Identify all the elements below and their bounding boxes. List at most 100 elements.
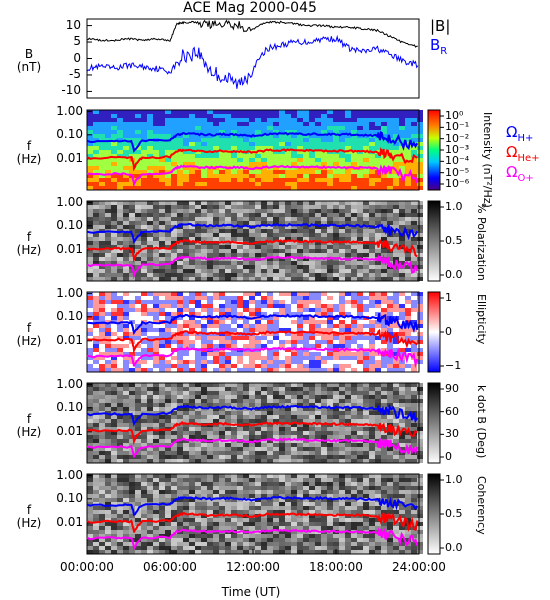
spectrogram-cell — [285, 435, 291, 439]
spectrogram-cell — [231, 110, 237, 114]
spectrogram-cell — [291, 237, 297, 241]
spectrogram-cell — [141, 447, 147, 451]
spectrogram-cell — [279, 419, 285, 423]
spectrogram-cell — [291, 201, 297, 205]
spectrogram-cell — [357, 368, 363, 372]
spectrogram-cell — [147, 538, 153, 542]
spectrogram-cell — [237, 320, 243, 324]
spectrogram-cell — [237, 118, 243, 122]
spectrogram-cell — [123, 368, 129, 372]
spectrogram-cell — [285, 217, 291, 221]
spectrogram-cell — [213, 142, 219, 146]
spectrogram-cell — [87, 300, 93, 304]
spectrogram-cell — [279, 455, 285, 459]
spectrogram-cell — [141, 510, 147, 514]
spectrogram-cell — [381, 122, 387, 126]
spectrogram-cell — [375, 328, 381, 332]
spectrogram-cell — [111, 403, 117, 407]
spectrogram-cell — [105, 447, 111, 451]
spectrogram-cell — [237, 352, 243, 356]
spectrogram-cell — [351, 364, 357, 368]
spectrogram-cell — [411, 383, 417, 387]
spectrogram-cell — [393, 320, 399, 324]
spectrogram-cell — [363, 292, 369, 296]
spectrogram-cell — [321, 205, 327, 209]
spectrogram-cell — [267, 122, 273, 126]
spectrogram-cell — [255, 146, 261, 150]
spectrogram-cell — [411, 209, 417, 213]
spectrogram-cell — [279, 217, 285, 221]
spectrogram-cell — [165, 328, 171, 332]
spectrogram-cell — [201, 110, 207, 114]
spectrogram-cell — [411, 332, 417, 336]
spectrogram-cell — [201, 364, 207, 368]
spectrogram-cell — [165, 360, 171, 364]
spectrogram-cell — [297, 336, 303, 340]
spectrogram-cell — [189, 443, 195, 447]
spectrogram-cell — [387, 201, 393, 205]
spectrogram-cell — [249, 387, 255, 391]
spectrogram-cell — [369, 138, 375, 142]
spectrogram-cell — [411, 114, 417, 118]
spectrogram-cell — [315, 186, 321, 190]
spectrogram-cell — [357, 356, 363, 360]
spectrogram-cell — [345, 364, 351, 368]
spectrogram-cell — [339, 411, 345, 415]
spectrogram-cell — [387, 411, 393, 415]
spectrogram-cell — [195, 490, 201, 494]
spectrogram-cell — [273, 130, 279, 134]
spectrogram-cell — [141, 213, 147, 217]
spectrogram-cell — [99, 506, 105, 510]
spectrogram-cell — [309, 368, 315, 372]
spectrogram-cell — [195, 395, 201, 399]
spectrogram-cell — [369, 114, 375, 118]
spectrogram-cell — [303, 233, 309, 237]
spectrogram-cell — [159, 237, 165, 241]
spectrogram-cell — [153, 249, 159, 253]
spectrogram-cell — [393, 391, 399, 395]
spectrogram-cell — [237, 427, 243, 431]
spectrogram-cell — [213, 328, 219, 332]
spectrogram-cell — [321, 221, 327, 225]
spectrogram-cell — [237, 431, 243, 435]
spectrogram-cell — [303, 150, 309, 154]
spectrogram-cell — [381, 415, 387, 419]
spectrogram-cell — [333, 265, 339, 269]
spectrogram-cell — [99, 118, 105, 122]
spectrogram-cell — [315, 395, 321, 399]
spectrogram-cell — [231, 431, 237, 435]
spectrogram-cell — [129, 435, 135, 439]
spectrogram-cell — [129, 399, 135, 403]
spectrogram-cell — [207, 237, 213, 241]
spectrogram-cell — [231, 277, 237, 281]
spectrogram-cell — [231, 265, 237, 269]
spectrogram-cell — [405, 391, 411, 395]
spectrogram-cell — [327, 300, 333, 304]
spectrogram-cell — [255, 383, 261, 387]
spectrogram-cell — [123, 550, 129, 554]
spectrogram-cell — [333, 364, 339, 368]
spectrogram-cell — [201, 530, 207, 534]
spectrogram-cell — [351, 186, 357, 190]
spectrogram-cell — [165, 451, 171, 455]
spectrogram-cell — [117, 118, 123, 122]
spectrogram-cell — [111, 407, 117, 411]
spectrogram-cell — [237, 360, 243, 364]
spectrogram-cell — [279, 348, 285, 352]
spectrogram-cell — [375, 336, 381, 340]
spectrogram-cell — [129, 407, 135, 411]
spectrogram-cell — [417, 273, 423, 277]
spectrogram-cell — [213, 130, 219, 134]
spectrogram-cell — [231, 162, 237, 166]
spectrogram-cell — [171, 494, 177, 498]
spectrogram-cell — [129, 387, 135, 391]
spectrogram-cell — [333, 360, 339, 364]
spectrogram-cell — [129, 130, 135, 134]
spectrogram-cell — [87, 522, 93, 526]
spectrogram-cell — [129, 134, 135, 138]
spectrogram-cell — [327, 395, 333, 399]
spectrogram-cell — [177, 431, 183, 435]
spectrogram-cell — [375, 300, 381, 304]
spectrogram-cell — [171, 118, 177, 122]
spectrogram-cell — [123, 312, 129, 316]
